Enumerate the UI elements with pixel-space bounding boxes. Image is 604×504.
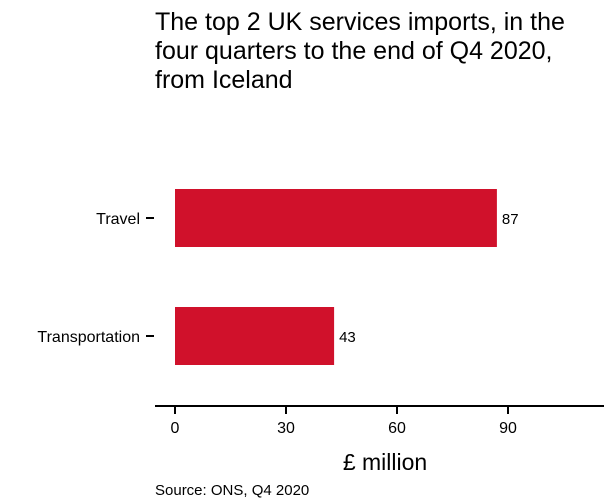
bar-travel bbox=[175, 189, 497, 247]
x-tick-label-0: 0 bbox=[171, 420, 180, 437]
x-axis: 0 30 60 90 bbox=[155, 405, 604, 437]
x-tick-label-90: 90 bbox=[499, 420, 517, 437]
x-axis-title: £ million bbox=[343, 449, 427, 475]
y-tick-label-transportation: Transportation bbox=[37, 329, 140, 346]
category-axis: Travel Transportation bbox=[37, 211, 154, 346]
chart-title: The top 2 UK services imports, in the fo… bbox=[155, 8, 565, 94]
bar-transportation bbox=[175, 307, 335, 365]
data-label-travel: 87 bbox=[502, 211, 519, 228]
source-note: Source: ONS, Q4 2020 bbox=[155, 482, 310, 499]
y-tick-label-travel: Travel bbox=[96, 211, 140, 228]
data-label-transportation: 43 bbox=[339, 329, 356, 346]
x-tick-label-60: 60 bbox=[388, 420, 406, 437]
bars-group: 87 43 bbox=[175, 189, 519, 365]
x-tick-label-30: 30 bbox=[277, 420, 295, 437]
